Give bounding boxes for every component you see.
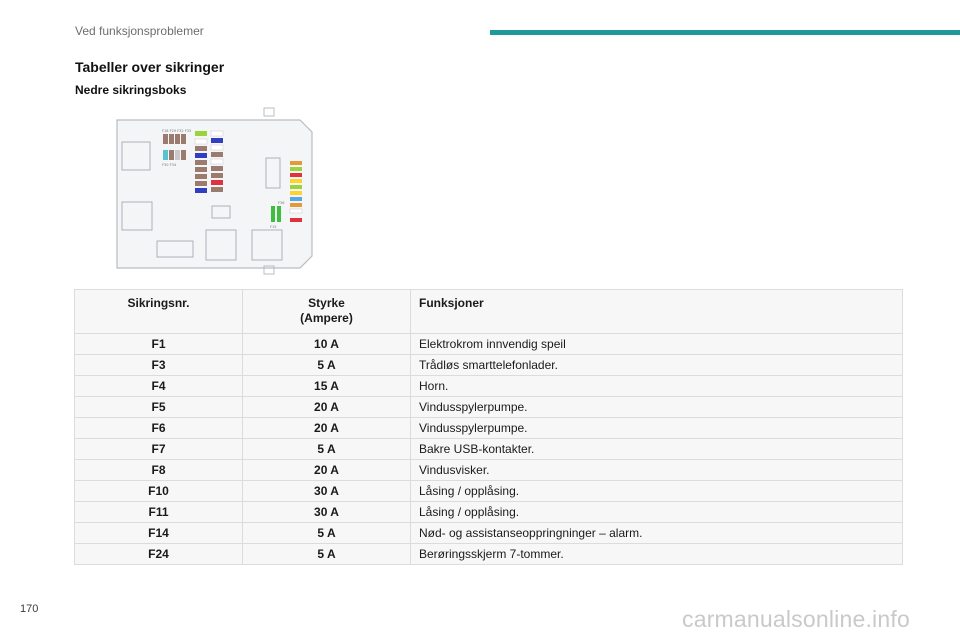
- table-row: F1 10 A Elektrokrom innvendig speil: [74, 333, 903, 355]
- table-row: F4 15 A Horn.: [74, 375, 903, 397]
- svg-text:F15: F15: [270, 225, 276, 229]
- svg-text:F30 F34: F30 F34: [162, 163, 177, 167]
- fuse-rating: 5 A: [242, 438, 411, 460]
- fuse-function: Låsing / opplåsing.: [410, 480, 903, 502]
- fuse-number: F1: [74, 333, 243, 355]
- fuse-rating: 5 A: [242, 543, 411, 565]
- fuse-number: F14: [74, 522, 243, 544]
- fuse-number: F11: [74, 501, 243, 523]
- table-row: F24 5 A Berøringsskjerm 7-tommer.: [74, 543, 903, 565]
- fuse-rating: 20 A: [242, 396, 411, 418]
- fuse-function: Elektrokrom innvendig speil: [410, 333, 903, 355]
- fuse-number: F5: [74, 396, 243, 418]
- fuse-function: Trådløs smarttelefonlader.: [410, 354, 903, 376]
- table-row: F8 20 A Vindusvisker.: [74, 459, 903, 481]
- fuse-number: F6: [74, 417, 243, 439]
- fuse-box-diagram: F18 F29 F32 F33 F30 F34 F36 F15: [116, 107, 313, 275]
- fuse-function: Bakre USB-kontakter.: [410, 438, 903, 460]
- table-header-row: Sikringsnr. Styrke (Ampere) Funksjoner: [74, 289, 903, 334]
- fuse-function: Vindusspylerpumpe.: [410, 417, 903, 439]
- column-header-rating-line1: Styrke: [308, 296, 345, 310]
- fuse-function: Låsing / opplåsing.: [410, 501, 903, 523]
- fuse-rating: 5 A: [242, 522, 411, 544]
- fuse-number: F4: [74, 375, 243, 397]
- page-number: 170: [20, 603, 39, 615]
- fuse-number: F24: [74, 543, 243, 565]
- watermark: carmanualsonline.info: [682, 606, 910, 632]
- fuse-function: Vindusvisker.: [410, 459, 903, 481]
- column-header-function: Funksjoner: [410, 289, 903, 334]
- table-row: F11 30 A Låsing / opplåsing.: [74, 501, 903, 523]
- fuse-number: F3: [74, 354, 243, 376]
- fuse-table: Sikringsnr. Styrke (Ampere) Funksjoner F…: [74, 289, 903, 565]
- table-row: F3 5 A Trådløs smarttelefonlader.: [74, 354, 903, 376]
- fuse-rating: 20 A: [242, 459, 411, 481]
- fuse-function: Berøringsskjerm 7-tommer.: [410, 543, 903, 565]
- fuse-function: Horn.: [410, 375, 903, 397]
- section-header: Ved funksjonsproblemer: [75, 24, 204, 38]
- fuse-rating: 30 A: [242, 480, 411, 502]
- page-heading: Tabeller over sikringer: [75, 59, 225, 75]
- fuse-function: Vindusspylerpumpe.: [410, 396, 903, 418]
- fuse-rating: 10 A: [242, 333, 411, 355]
- fuse-function: Nød- og assistanseoppringninger – alarm.: [410, 522, 903, 544]
- fuse-rating: 20 A: [242, 417, 411, 439]
- svg-text:F18 F29 F32 F33: F18 F29 F32 F33: [162, 129, 191, 133]
- table-row: F5 20 A Vindusspylerpumpe.: [74, 396, 903, 418]
- header-accent-bar: [490, 30, 960, 35]
- page-subheading: Nedre sikringsboks: [75, 83, 187, 97]
- fuse-number: F10: [74, 480, 243, 502]
- fuse-number: F7: [74, 438, 243, 460]
- table-row: F10 30 A Låsing / opplåsing.: [74, 480, 903, 502]
- table-row: F7 5 A Bakre USB-kontakter.: [74, 438, 903, 460]
- fuse-rating: 15 A: [242, 375, 411, 397]
- column-header-rating: Styrke (Ampere): [242, 289, 411, 334]
- table-row: F14 5 A Nød- og assistanseoppringninger …: [74, 522, 903, 544]
- fuse-rating: 5 A: [242, 354, 411, 376]
- fuse-number: F8: [74, 459, 243, 481]
- table-row: F6 20 A Vindusspylerpumpe.: [74, 417, 903, 439]
- column-header-number: Sikringsnr.: [74, 289, 243, 334]
- fuse-rating: 30 A: [242, 501, 411, 523]
- column-header-rating-line2: (Ampere): [300, 311, 353, 325]
- svg-text:F36: F36: [278, 201, 284, 205]
